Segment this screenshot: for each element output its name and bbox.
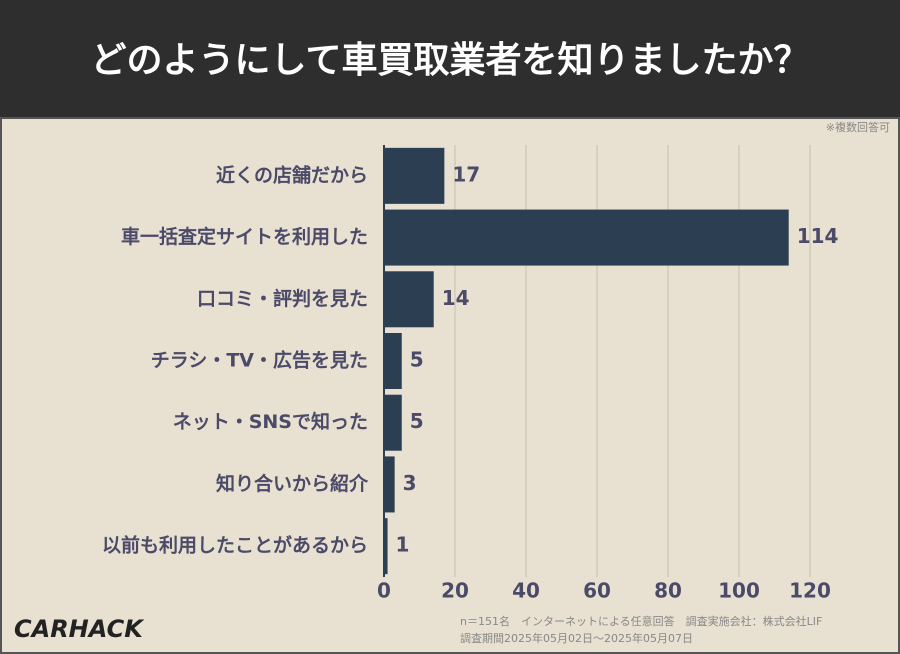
bar <box>384 394 402 451</box>
bar <box>384 456 395 513</box>
bar <box>384 209 789 266</box>
x-tick-label: 100 <box>718 579 760 603</box>
y-tick-label: 知り合いから紹介 <box>216 472 369 495</box>
y-tick-label: 以前も利用したことがあるから <box>102 534 368 557</box>
frame <box>0 117 900 654</box>
y-tick-label: ネット・SNSで知った <box>173 410 368 433</box>
value-label: 3 <box>403 471 417 495</box>
y-tick-label: 車一括査定サイトを利用した <box>121 225 368 248</box>
chart-title: どのようにして車買取業者を知りましたか？ <box>91 40 810 81</box>
x-tick-label: 80 <box>654 579 682 603</box>
value-label: 17 <box>452 162 480 186</box>
y-tick-label: 口コミ・評判を見た <box>197 287 368 310</box>
bar <box>384 271 434 328</box>
y-tick-label: チラシ・TV・広告を見た <box>151 349 368 372</box>
footnote: 調査期間2025年05月02日〜2025年05月07日 <box>460 631 693 645</box>
header <box>0 0 900 118</box>
bar <box>384 147 445 204</box>
x-tick-label: 40 <box>512 579 540 603</box>
x-tick-label: 0 <box>377 579 391 603</box>
x-tick-label: 20 <box>441 579 469 603</box>
footnote: n＝151名 インターネットによる任意回答 調査実施会社：株式会社LIF <box>460 614 822 628</box>
value-label: 14 <box>442 286 470 310</box>
value-label: 5 <box>410 348 424 372</box>
logo: CARHACK <box>14 615 145 643</box>
bar <box>384 333 402 389</box>
value-label: 5 <box>410 409 424 433</box>
x-tick-label: 120 <box>789 579 831 603</box>
value-label: 114 <box>797 224 839 248</box>
note: ※複数回答可 <box>826 120 890 134</box>
y-tick-label: 近くの店舗だから <box>216 163 368 186</box>
value-label: 1 <box>396 533 410 557</box>
x-tick-label: 60 <box>583 579 611 603</box>
bar <box>384 518 388 575</box>
